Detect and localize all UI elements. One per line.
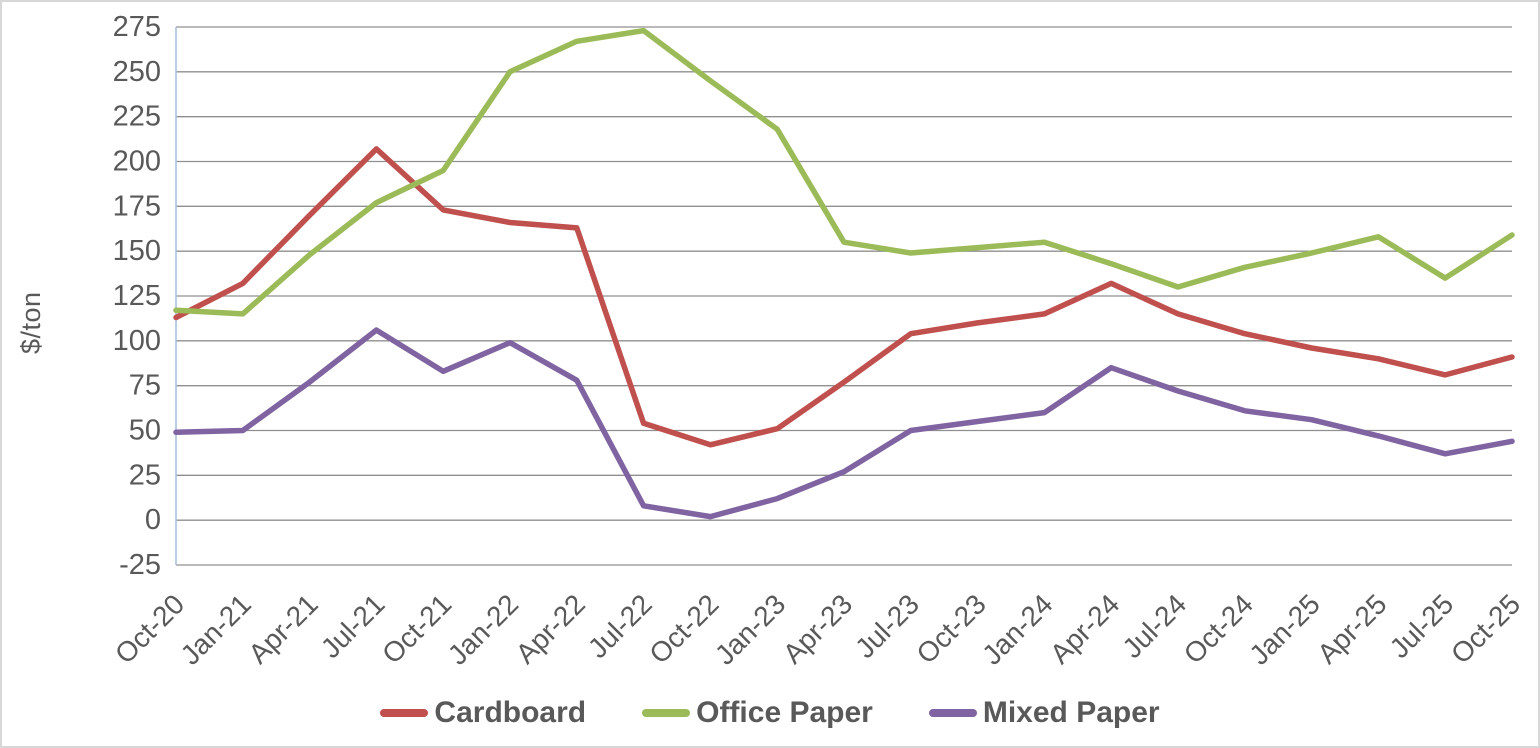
legend-item-office-paper: Office Paper — [642, 696, 873, 730]
legend-item-cardboard: Cardboard — [380, 696, 586, 730]
y-tick-label: 275 — [113, 11, 161, 43]
y-tick-label: 125 — [113, 280, 161, 312]
legend-label-cardboard: Cardboard — [434, 696, 587, 729]
series-line-office-paper — [173, 27, 1515, 317]
y-tick-label: -25 — [119, 549, 161, 581]
x-tick-label: Apr-23 — [777, 588, 858, 669]
office-paper-line-swatch-icon — [642, 709, 691, 717]
y-tick-label: 175 — [113, 190, 161, 222]
x-tick-label: Apr-25 — [1311, 588, 1392, 669]
x-tick-label: Jan-21 — [175, 588, 257, 670]
x-tick-label: Jan-25 — [1243, 588, 1325, 670]
series-line-mixed-paper — [173, 327, 1515, 520]
x-tick-label: Jan-24 — [976, 588, 1058, 670]
x-tick-label: Jul-22 — [582, 588, 658, 664]
x-tick-label: Jul-21 — [315, 588, 391, 664]
legend-item-mixed-paper: Mixed Paper — [928, 696, 1160, 730]
y-tick-label: 0 — [145, 504, 161, 536]
x-tick-label: Apr-22 — [510, 588, 591, 669]
y-tick-label: 225 — [113, 101, 161, 133]
y-axis-title: $/ton — [16, 291, 46, 354]
x-tick-label: Jan-22 — [442, 588, 524, 670]
cardboard-line-swatch-icon — [380, 709, 429, 717]
legend-label-office-paper: Office Paper — [696, 696, 873, 729]
y-tick-label: 150 — [113, 235, 161, 267]
y-tick-label: 50 — [129, 415, 161, 447]
legend: Cardboard Office Paper Mixed Paper — [2, 696, 1538, 730]
x-tick-label: Jan-23 — [709, 588, 791, 670]
x-tick-label: Apr-21 — [242, 588, 323, 669]
legend-label-mixed-paper: Mixed Paper — [982, 696, 1160, 729]
x-tick-label: Oct-22 — [643, 588, 724, 669]
mixed-paper-line-swatch-icon — [928, 709, 977, 717]
y-tick-label: 25 — [129, 459, 161, 491]
x-tick-label: Jul-25 — [1384, 588, 1460, 664]
x-tick-label: Oct-21 — [376, 588, 457, 669]
y-tick-label: 250 — [113, 56, 161, 88]
series-line-cardboard — [173, 146, 1515, 448]
x-tick-label: Oct-24 — [1178, 588, 1259, 669]
y-tick-label: 200 — [113, 146, 161, 178]
y-tick-label: 75 — [129, 370, 161, 402]
x-tick-label: Apr-24 — [1044, 588, 1125, 669]
x-tick-label: Oct-23 — [911, 588, 992, 669]
y-tick-label: 100 — [113, 325, 161, 357]
x-tick-label: Jul-23 — [849, 588, 925, 664]
x-tick-label: Oct-20 — [109, 588, 190, 669]
x-tick-label: Jul-24 — [1116, 588, 1192, 664]
x-tick-label: Oct-25 — [1445, 588, 1526, 669]
